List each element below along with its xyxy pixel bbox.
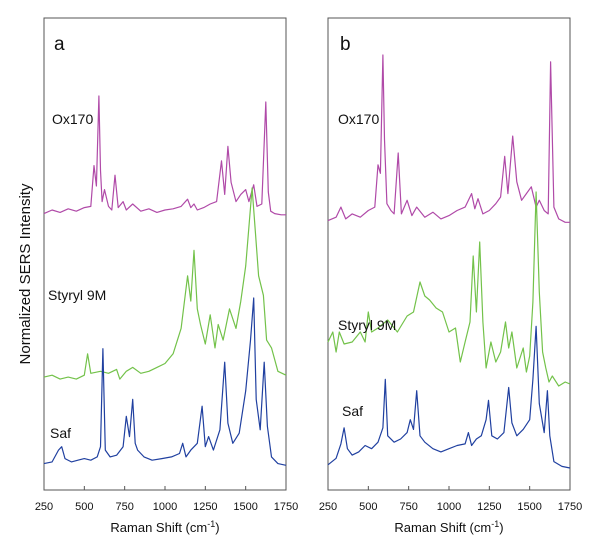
series-label: Ox170 bbox=[338, 111, 379, 127]
x-tick-label: 1500 bbox=[517, 501, 541, 513]
series-line-ox170 bbox=[43, 95, 286, 216]
x-tick-label: 250 bbox=[35, 501, 53, 513]
x-tick-label: 1250 bbox=[477, 501, 501, 513]
x-tick-label: 1750 bbox=[558, 501, 582, 513]
series-label: Styryl 9M bbox=[338, 317, 396, 333]
series-label: Saf bbox=[50, 425, 71, 441]
x-tick-label: 500 bbox=[75, 501, 93, 513]
x-tick-label: 1000 bbox=[153, 501, 177, 513]
series-line-styryl-9m bbox=[327, 191, 571, 387]
x-axis-label: Raman Shift (cm-1) bbox=[110, 519, 219, 535]
x-tick-label: 1500 bbox=[233, 501, 257, 513]
plot-frame bbox=[43, 17, 287, 491]
x-tick-label: 250 bbox=[319, 501, 337, 513]
series-label: Styryl 9M bbox=[48, 287, 106, 303]
series-line-saf bbox=[43, 297, 287, 466]
series-line-styryl-9m bbox=[43, 187, 287, 380]
series-label: Ox170 bbox=[52, 111, 93, 127]
panel-a: a 250 500 750 1000 1250 1500 1750 Raman Shift (c… bbox=[35, 17, 298, 535]
x-tick-label: 750 bbox=[399, 501, 417, 513]
x-tick-label: 1000 bbox=[437, 501, 461, 513]
panel-b: b 250 500 750 1000 1250 1500 1750 Raman Shift (c… bbox=[319, 17, 582, 535]
x-tick-label: 500 bbox=[359, 501, 377, 513]
series-line-ox170 bbox=[327, 54, 570, 223]
panel-label: a bbox=[54, 34, 65, 55]
series-line-saf bbox=[327, 325, 571, 469]
y-axis-label: Normalized SERS Intensity bbox=[17, 183, 34, 364]
panel-label: b bbox=[340, 34, 351, 55]
x-tick-label: 750 bbox=[115, 501, 133, 513]
x-axis-label: Raman Shift (cm-1) bbox=[394, 519, 503, 535]
series-label: Saf bbox=[342, 403, 363, 419]
x-tick-label: 1750 bbox=[274, 501, 298, 513]
x-tick-label: 1250 bbox=[193, 501, 217, 513]
